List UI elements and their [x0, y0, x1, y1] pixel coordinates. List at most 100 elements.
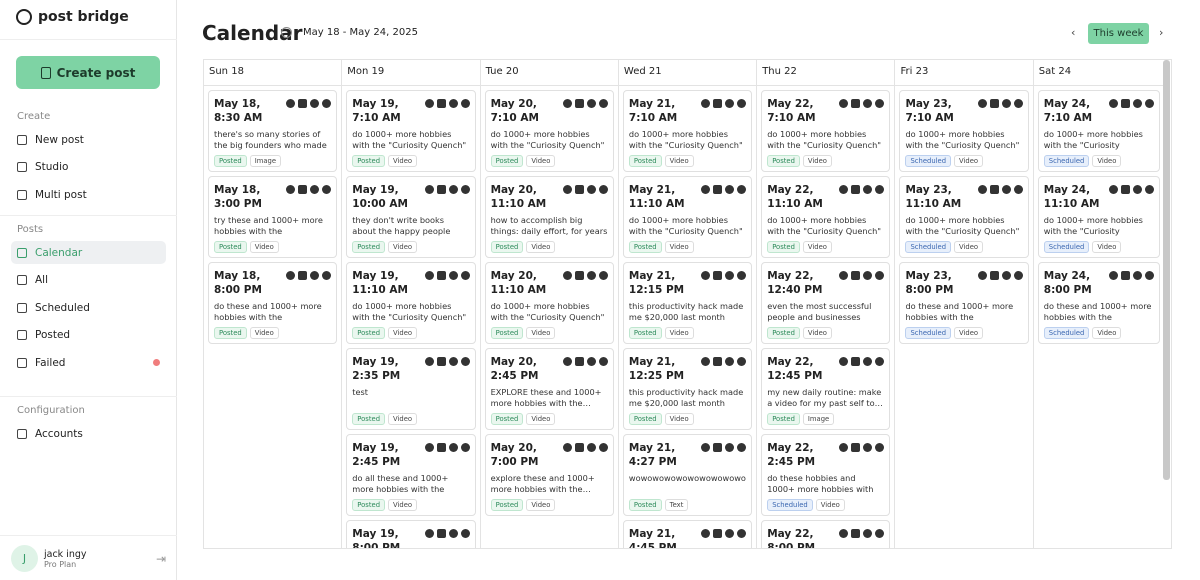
post-text: do these and 1000+ more hobbies with the…: [1043, 301, 1152, 322]
post-card[interactable]: May 20, 11:10 AM how to accomplish big th…: [484, 176, 614, 258]
nav-label: Multi post: [35, 188, 87, 201]
media-badge: Video: [1092, 155, 1122, 167]
post-card[interactable]: May 21, 7:10 AM do 1000+ more hobbies wit…: [622, 90, 753, 172]
post-text: they don't write books about the happy p…: [352, 215, 451, 236]
nav-item[interactable]: Multi post: [11, 183, 166, 206]
nav-label: Studio: [35, 161, 69, 174]
post-text: wowowowowowowowowowowowow: [628, 473, 746, 483]
post-time: May 20, 7:10 AM: [490, 98, 539, 124]
post-card[interactable]: May 24, 8:00 PM do these and 1000+ more h…: [1037, 262, 1160, 344]
nav-label: Posted: [35, 329, 71, 342]
badges: Scheduled Video: [1043, 155, 1154, 167]
day-column: Wed 21 May 21, 7:10 AM do 1000+ more hobbi…: [618, 60, 758, 548]
media-badge: Image: [802, 413, 835, 425]
post-card[interactable]: May 19, 11:10 AM do 1000+ more hobbies wi…: [346, 262, 476, 344]
media-badge: Video: [526, 413, 556, 425]
post-card[interactable]: May 19, 7:10 AM do 1000+ more hobbies wit…: [346, 90, 476, 172]
post-text: do 1000+ more hobbies with the "Curiosit…: [628, 129, 743, 150]
post-card[interactable]: May 22, 2:45 PM do these hobbies and 1000…: [761, 434, 891, 516]
post-card[interactable]: May 23, 8:00 PM do these and 1000+ more h…: [899, 262, 1029, 344]
card-header: May 19, 7:10 AM: [352, 97, 470, 125]
nav-item[interactable]: Scheduled: [11, 296, 166, 319]
badges: Posted Video: [214, 327, 331, 339]
card-header: May 21, 4:45 PM: [629, 527, 747, 548]
post-time: May 23, 8:00 PM: [905, 270, 954, 296]
post-card[interactable]: May 19, 2:45 PM do all these and 1000+ mo…: [346, 434, 476, 516]
post-card[interactable]: May 19, 2:35 PM test Posted Video: [346, 348, 476, 430]
status-badge: Scheduled: [905, 327, 952, 339]
post-card[interactable]: May 20, 7:10 AM do 1000+ more hobbies wit…: [484, 90, 614, 172]
status-badge: Posted: [352, 155, 386, 167]
badges: Posted Text: [628, 499, 746, 511]
post-card[interactable]: May 22, 11:10 AM do 1000+ more hobbies wi…: [761, 176, 891, 258]
status-badge: Posted: [628, 413, 662, 425]
user-name: jack ingy: [44, 548, 87, 560]
post-card[interactable]: May 22, 7:10 AM do 1000+ more hobbies wit…: [761, 90, 891, 172]
post-card[interactable]: May 21, 12:25 PM this productivity hack m…: [622, 348, 753, 430]
nav-item[interactable]: Posted: [11, 324, 166, 347]
post-card[interactable]: May 18, 8:00 PM do these and 1000+ more h…: [208, 262, 338, 344]
platform-icons: [276, 183, 332, 211]
post-card[interactable]: May 19, 10:00 AM they don't write books a…: [346, 176, 476, 258]
post-card[interactable]: May 21, 11:10 AM do 1000+ more hobbies wi…: [622, 176, 753, 258]
card-header: May 24, 7:10 AM: [1044, 97, 1154, 125]
nav-item[interactable]: New post: [11, 128, 166, 151]
create-post-button[interactable]: Create post: [16, 56, 160, 89]
post-time: May 22, 11:10 AM: [767, 184, 823, 210]
post-text: EXPLORE these and 1000+ more hobbies wit…: [490, 387, 602, 408]
nav-item[interactable]: Studio: [11, 156, 166, 179]
post-card[interactable]: May 20, 7:00 PM explore these and 1000+ m…: [484, 434, 614, 516]
platform-icons: [415, 183, 470, 211]
nav-label: Accounts: [35, 427, 83, 440]
sidebar: post bridge Create post Create New post St…: [0, 0, 177, 580]
post-text: do 1000+ more hobbies with the "Curiosit…: [352, 129, 467, 150]
nav-item[interactable]: All: [11, 269, 166, 292]
media-badge: Video: [526, 499, 556, 511]
this-week-button[interactable]: This week: [1088, 23, 1149, 44]
post-card[interactable]: May 20, 2:45 PM EXPLORE these and 1000+ m…: [484, 348, 614, 430]
badges: Scheduled Video: [1043, 241, 1154, 253]
media-badge: Video: [1092, 327, 1122, 339]
card-header: May 21, 12:15 PM: [629, 269, 747, 297]
card-header: May 22, 7:10 AM: [767, 97, 885, 125]
post-card[interactable]: May 18, 3:00 PM try these and 1000+ more …: [208, 176, 338, 258]
platform-icons: [691, 527, 747, 548]
post-card[interactable]: May 21, 4:27 PM wowowowowowowowowowowowow…: [622, 434, 753, 516]
platform-icons: [415, 355, 470, 383]
card-header: May 23, 7:10 AM: [905, 97, 1023, 125]
badges: Posted Video: [628, 241, 746, 253]
next[interactable]: ›: [1159, 26, 1164, 39]
badges: Posted Video: [490, 241, 608, 253]
post-card[interactable]: May 24, 7:10 AM do 1000+ more hobbies wit…: [1037, 90, 1160, 172]
badges: Posted Image: [214, 155, 331, 167]
post-time: May 24, 7:10 AM: [1043, 98, 1093, 124]
post-time: May 18, 8:30 AM: [214, 98, 263, 124]
post-card[interactable]: May 18, 8:30 AM there's so many stories o…: [208, 90, 338, 172]
status-badge: Posted: [767, 155, 800, 167]
post-time: May 21, 11:10 AM: [628, 184, 685, 210]
post-card[interactable]: May 23, 11:10 AM do 1000+ more hobbies wi…: [899, 176, 1029, 258]
nav-label: All: [35, 274, 49, 287]
card-header: May 24, 11:10 AM: [1044, 183, 1154, 211]
nav-item[interactable]: Accounts: [11, 422, 166, 445]
prev[interactable]: ‹: [1071, 26, 1076, 39]
media-badge: Video: [526, 155, 556, 167]
post-card[interactable]: May 22, 12:40 PM even the most successful…: [761, 262, 891, 344]
nav-item[interactable]: Calendar: [11, 241, 166, 264]
post-card[interactable]: May 20, 11:10 AM do 1000+ more hobbies wi…: [484, 262, 614, 344]
media-badge: Video: [802, 241, 832, 253]
post-text: test: [352, 387, 369, 397]
avatar: J: [11, 545, 38, 572]
post-text: do these hobbies and 1000+ more hobbies …: [767, 473, 874, 494]
post-card[interactable]: May 23, 7:10 AM do 1000+ more hobbies wit…: [899, 90, 1029, 172]
post-card[interactable]: May 22, 12:45 PM my new daily routine: ma…: [761, 348, 891, 430]
media-badge: Video: [664, 327, 694, 339]
post-card[interactable]: May 21, 12:15 PM this productivity hack m…: [622, 262, 753, 344]
status-badge: Posted: [628, 327, 662, 339]
post-card[interactable]: May 24, 11:10 AM do 1000+ more hobbies wi…: [1037, 176, 1160, 258]
nav-item[interactable]: Failed: [11, 351, 166, 374]
